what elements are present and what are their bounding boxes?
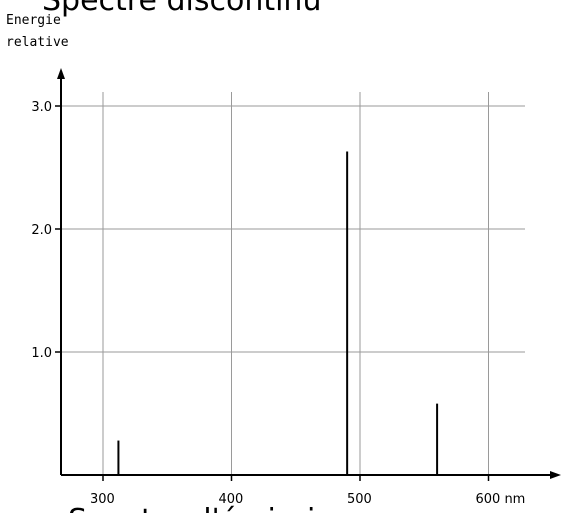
- x-axis-arrow: [550, 471, 561, 479]
- y-tick-label: 1.0: [31, 346, 52, 361]
- y-tick-label: 2.0: [31, 223, 52, 238]
- grid: [55, 92, 525, 481]
- y-tick-label: 3.0: [31, 100, 52, 115]
- x-tick-label: 300: [90, 492, 115, 507]
- chart-caption: Spectre d'émission: [68, 503, 353, 513]
- chart-title: Spectre discontinu: [42, 0, 321, 18]
- x-tick-label: 600 nm: [476, 492, 526, 507]
- x-tick-label: 400: [219, 492, 244, 507]
- spectral-lines: [117, 151, 439, 475]
- y-axis-label-line-2: relative: [6, 35, 69, 50]
- y-axis-arrow: [57, 68, 65, 79]
- tick-labels: 1.0 2.0 3.0 300 400 500 600 nm: [31, 100, 525, 507]
- y-axis-label-line-1: Energie: [6, 13, 61, 28]
- x-tick-label: 500: [347, 492, 372, 507]
